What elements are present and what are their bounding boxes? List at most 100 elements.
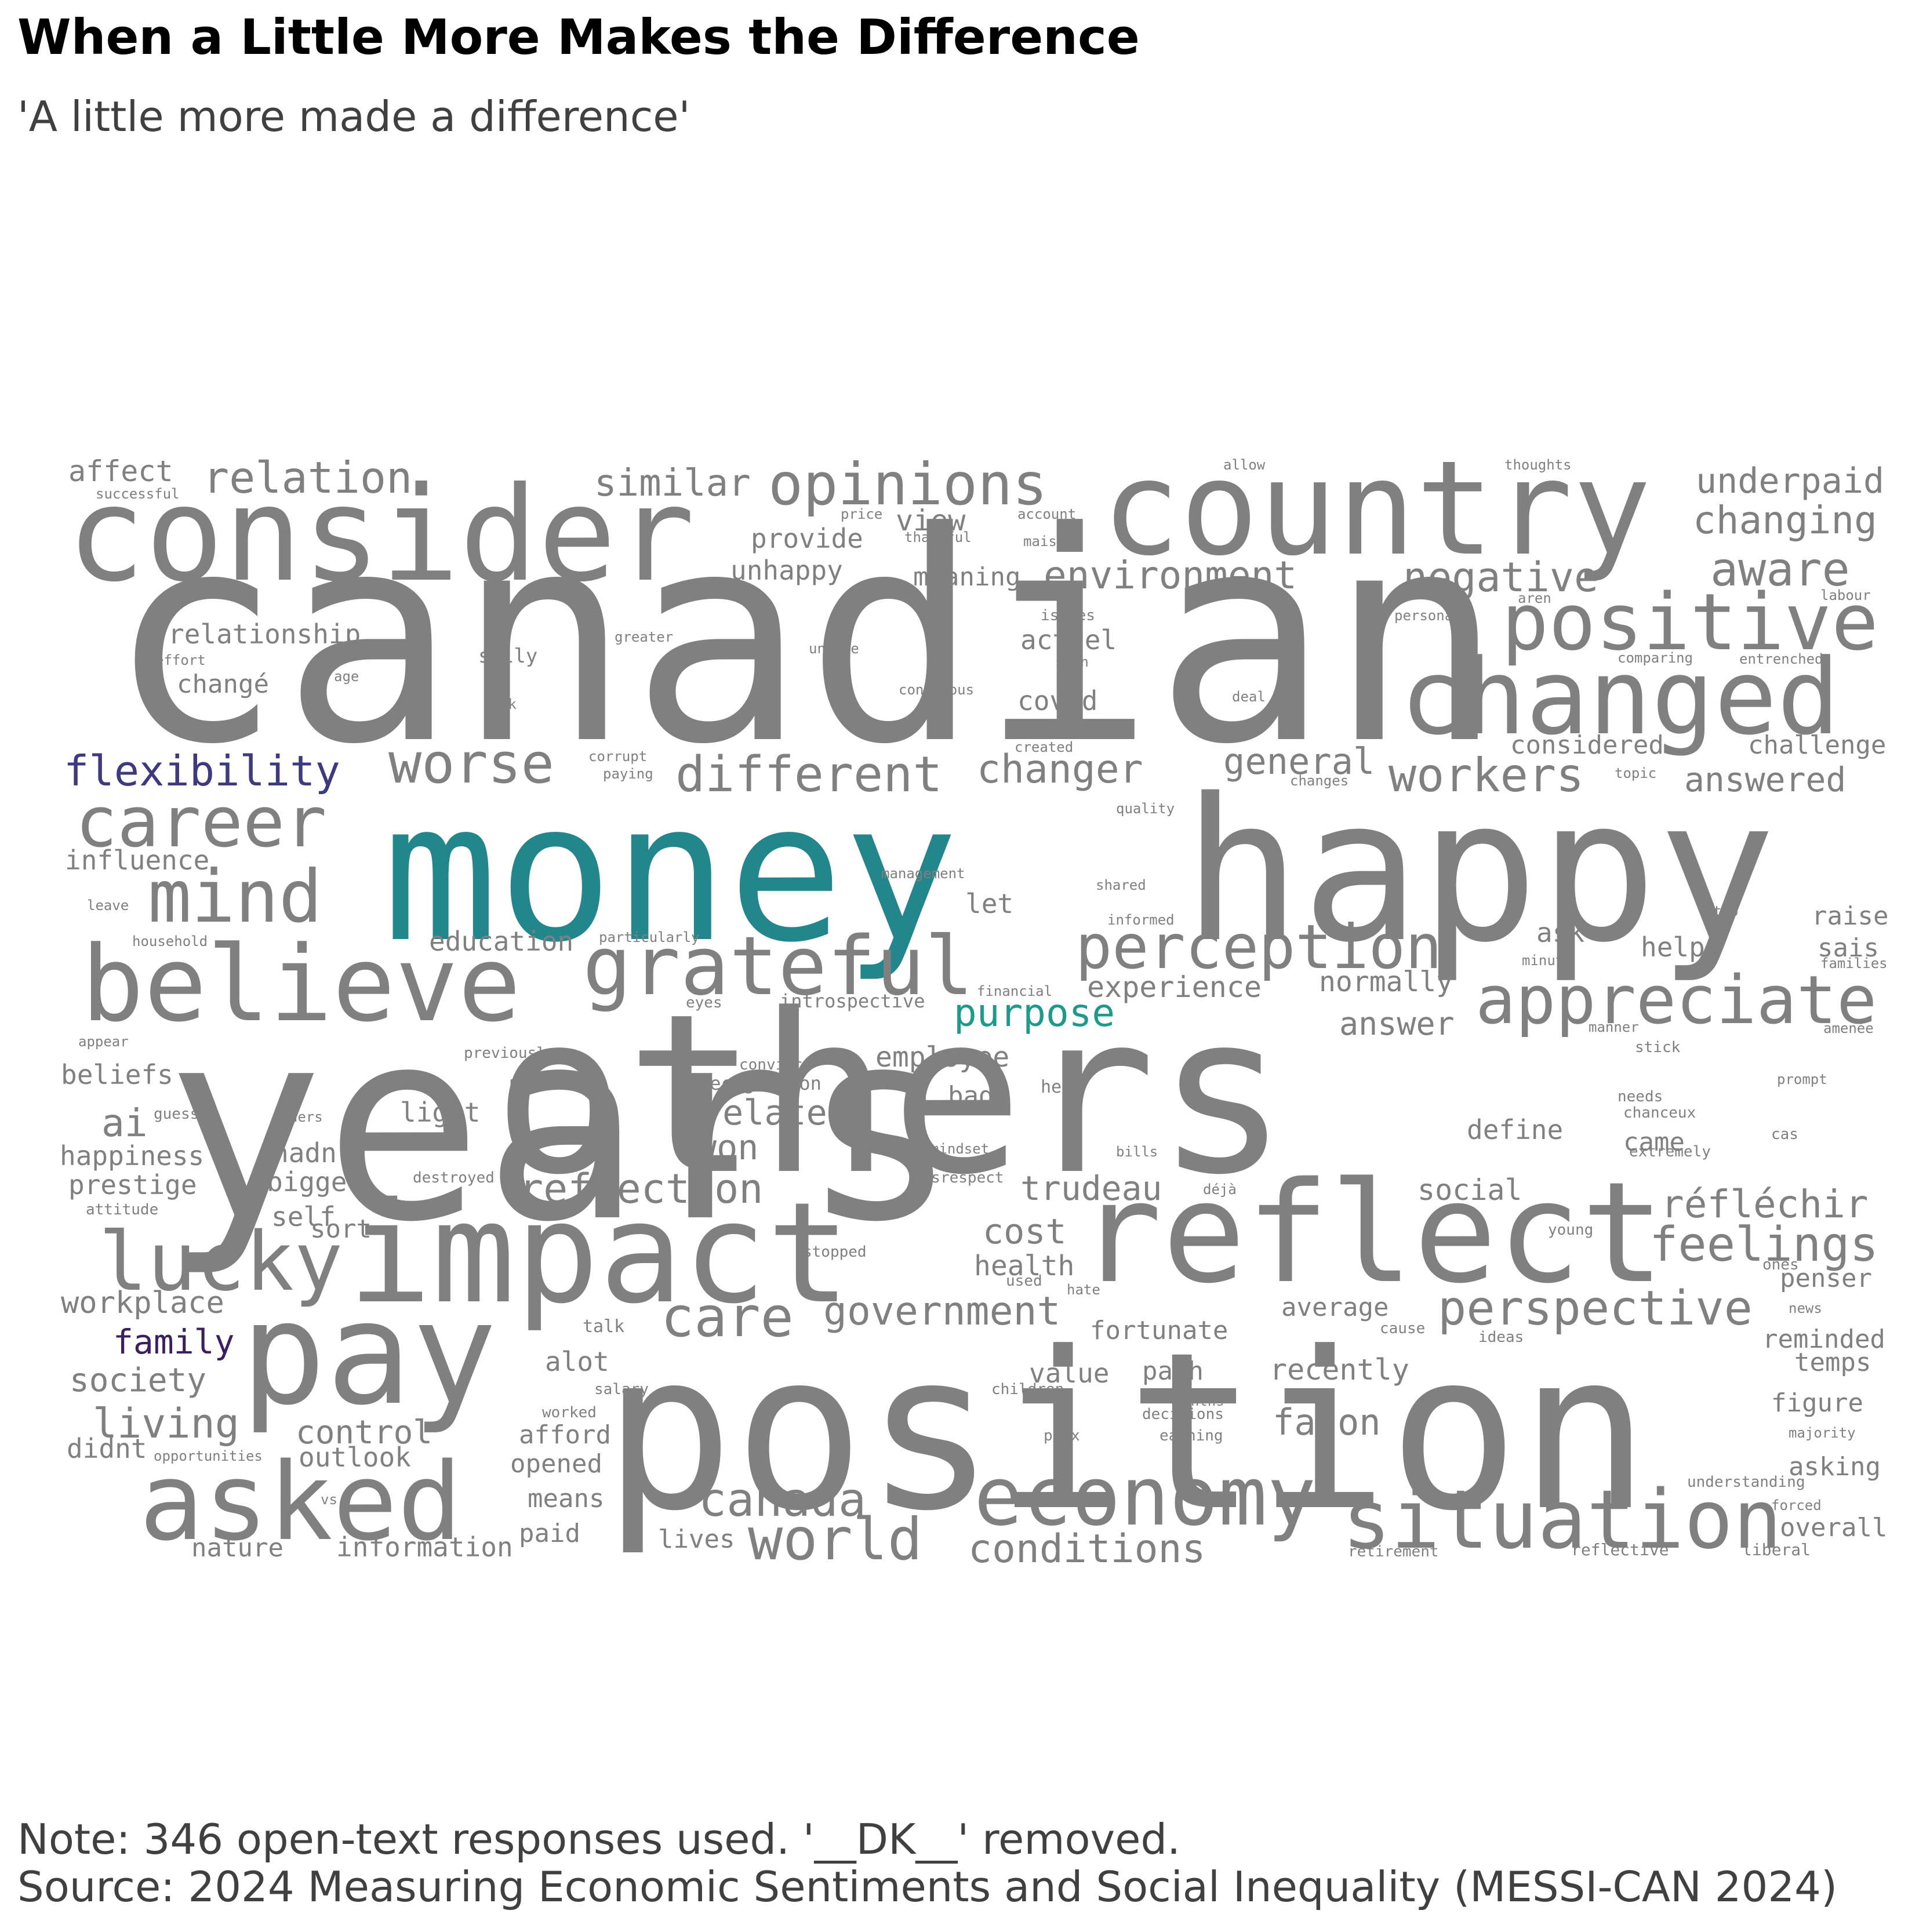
word-management: management — [881, 865, 965, 882]
word-control: control — [296, 1414, 432, 1451]
word-quality: quality — [1116, 801, 1175, 817]
word-greater: greater — [615, 629, 673, 645]
word-months: months — [1174, 1393, 1224, 1409]
word-bills: bills — [1116, 1144, 1158, 1160]
word-education: education — [429, 926, 573, 957]
word-worked: worked — [542, 1404, 597, 1421]
word-appreciate: appreciate — [1475, 962, 1877, 1039]
word-comparing: comparing — [1618, 650, 1693, 666]
word-positive: positive — [1502, 577, 1878, 668]
word-hate: hate — [1067, 1282, 1100, 1298]
word-perspective: perspective — [1438, 1281, 1753, 1336]
word-relationship: relationship — [168, 618, 361, 650]
word-reflective: reflective — [1571, 1540, 1669, 1559]
word-needs: needs — [1618, 1088, 1663, 1105]
word-cost: cost — [983, 1211, 1067, 1252]
word-fortunate: fortunate — [1090, 1316, 1228, 1345]
word-experience: experience — [1087, 970, 1262, 1004]
word-aware: aware — [1710, 543, 1850, 596]
word-changes: changes — [1290, 773, 1349, 789]
word-stick: stick — [1635, 1039, 1681, 1056]
word-lives: lives — [658, 1525, 735, 1554]
word-canada: canada — [699, 1473, 866, 1527]
word-changing: changing — [1693, 498, 1877, 543]
word-let: let — [965, 888, 1013, 919]
word-talk: talk — [583, 1316, 624, 1337]
word-related: related — [702, 1093, 848, 1133]
word-conditions: conditions — [968, 1526, 1205, 1572]
word-living: living — [93, 1400, 239, 1447]
word-introspective: introspective — [780, 990, 925, 1012]
word-thankful: thankful — [904, 529, 972, 545]
word-peux: peux — [1044, 1427, 1080, 1445]
word-risk: risk — [483, 696, 517, 712]
word-others: others — [493, 966, 1289, 1223]
word-trudeau: trudeau — [1020, 1169, 1162, 1208]
word-came: came — [1623, 1127, 1685, 1157]
word-average: average — [1281, 1293, 1389, 1322]
word-recently: recently — [1270, 1353, 1409, 1387]
word-self: self — [271, 1201, 336, 1232]
word-means: means — [528, 1484, 604, 1513]
word-information: information — [336, 1531, 513, 1563]
chart-title: When a Little More Makes the Difference — [17, 9, 1140, 66]
word-leave: leave — [87, 897, 129, 914]
word-effort: effort — [155, 652, 206, 668]
word-view: view — [896, 504, 966, 537]
word-hear: hear — [1041, 1077, 1082, 1097]
word-lucky: lucky — [99, 1215, 343, 1309]
word-convince: convince — [739, 1056, 812, 1074]
word-changed: changed — [1400, 637, 1840, 758]
word-family: family — [113, 1322, 235, 1362]
word-world: world — [748, 1505, 922, 1573]
word-environment: environment — [1044, 553, 1297, 598]
word-raise: raise — [1812, 901, 1888, 931]
word-alot: alot — [545, 1346, 609, 1377]
word-issues: issues — [1041, 607, 1095, 624]
word-shared: shared — [1096, 877, 1146, 893]
word-perception: perception — [1075, 912, 1442, 983]
word-prestige: prestige — [68, 1169, 197, 1200]
word-corrupt: corrupt — [588, 748, 647, 765]
word-destroyed: destroyed — [413, 1169, 495, 1187]
word-used: used — [1006, 1272, 1042, 1290]
word-guess: guess — [154, 1105, 199, 1123]
word-government: government — [823, 1289, 1060, 1334]
word-ai: ai — [101, 1101, 147, 1145]
word-thoughts: thoughts — [1504, 457, 1572, 473]
word-silly: silly — [478, 645, 537, 668]
word-challenge: challenge — [1748, 730, 1886, 760]
word-reflechir: réfléchir — [1661, 1182, 1869, 1227]
word-young: young — [1548, 1221, 1593, 1239]
word-social: social — [1417, 1173, 1522, 1207]
word-price: price — [841, 506, 882, 522]
word-forced: forced — [1771, 1497, 1822, 1513]
word-understanding: understanding — [1687, 1473, 1805, 1491]
word-extremely: extremely — [1629, 1143, 1711, 1160]
word-sais: sais — [1818, 933, 1879, 963]
word-asking: asking — [1789, 1452, 1881, 1482]
word-country: country — [1102, 433, 1651, 585]
word-nature: nature — [191, 1533, 283, 1563]
word-financial: financial — [977, 983, 1052, 999]
source-text: Source: 2024 Measuring Economic Sentimen… — [17, 1862, 1838, 1911]
word-successful: successful — [96, 486, 180, 502]
word-families: families — [1820, 955, 1888, 972]
word-appear: appear — [78, 1034, 129, 1050]
word-earning: earning — [1160, 1427, 1223, 1445]
word-provide: provide — [751, 523, 863, 554]
word-bad: bad — [948, 1081, 994, 1111]
word-soon: soon — [1055, 654, 1089, 670]
word-reminded: reminded — [1762, 1325, 1885, 1354]
word-meaning: meaning — [913, 562, 1020, 592]
word-didnt: didnt — [67, 1433, 147, 1464]
word-unhappy: unhappy — [730, 555, 843, 586]
word-age: age — [334, 668, 359, 685]
word-influence: influence — [65, 845, 209, 876]
word-career: career — [75, 783, 326, 863]
word-answered: answered — [1684, 760, 1846, 799]
word-paid: paid — [519, 1519, 580, 1548]
word-cas: cas — [1771, 1126, 1798, 1143]
word-actuel: actuel — [1020, 624, 1117, 656]
